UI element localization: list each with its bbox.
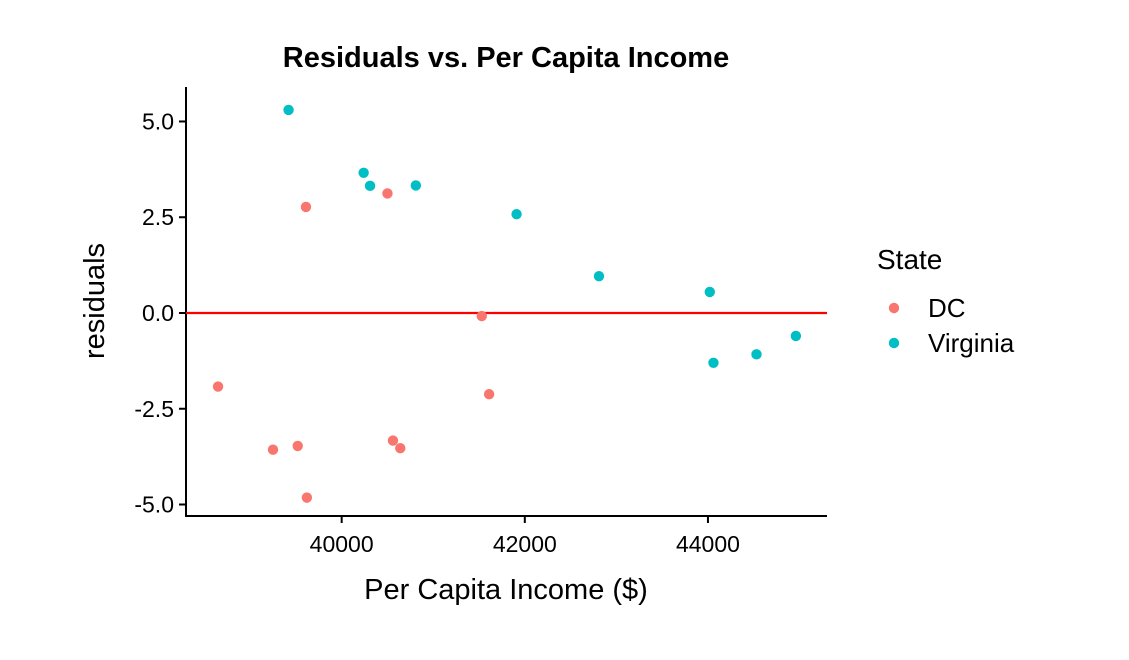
point-dc (292, 440, 303, 452)
legend-key-dc (888, 302, 900, 314)
y-axis-title: residuals (79, 243, 111, 359)
x-axis-title: Per Capita Income ($) (364, 574, 648, 606)
point-virginia (364, 180, 376, 192)
point-dc (387, 435, 399, 446)
point-virginia (511, 208, 522, 220)
point-dc (476, 310, 487, 322)
point-virginia (790, 330, 802, 342)
axis-ticks: 40000 42000 44000 5.0 2.5 0.0 -2.5 -5.0 (134, 108, 740, 557)
point-virginia (283, 104, 294, 116)
legend-title: State (877, 244, 942, 275)
plot-axes (185, 87, 827, 517)
y-tick-label: -5.0 (134, 492, 174, 518)
legend: State DC Virginia (877, 244, 1015, 358)
point-dc (382, 188, 393, 199)
x-tick-label: 42000 (493, 531, 557, 557)
legend-key-virginia (888, 337, 900, 349)
point-virginia (358, 167, 369, 178)
point-virginia (704, 286, 715, 298)
x-tick-label: 44000 (676, 531, 740, 557)
y-tick-label: 5.0 (142, 108, 174, 134)
y-tick-label: -2.5 (134, 396, 174, 422)
y-tick-label: 2.5 (142, 204, 174, 230)
point-virginia (410, 180, 422, 191)
x-tick-label: 40000 (310, 531, 374, 557)
y-tick-label: 0.0 (142, 300, 174, 326)
legend-label-virginia: Virginia (928, 328, 1015, 358)
point-dc (483, 388, 495, 400)
data-points (212, 104, 802, 503)
point-dc (267, 444, 279, 455)
chart-title: Residuals vs. Per Capita Income (283, 42, 729, 74)
point-virginia (751, 349, 762, 360)
point-virginia (708, 357, 719, 368)
legend-label-dc: DC (928, 293, 966, 323)
point-dc (212, 381, 224, 392)
point-virginia (593, 271, 605, 282)
point-dc (395, 443, 406, 454)
point-dc (301, 492, 313, 503)
point-dc (300, 201, 312, 213)
